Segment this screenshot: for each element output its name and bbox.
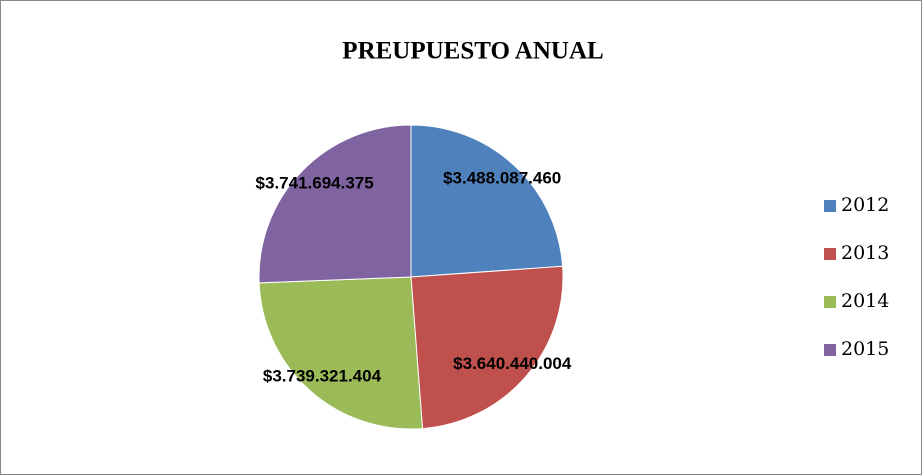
- pie-slice: [410, 124, 564, 278]
- data-label: $3.741.694.375: [256, 174, 374, 193]
- chart-title: PREUPUESTO ANUAL: [342, 38, 603, 65]
- legend-swatch: [824, 248, 836, 260]
- data-label: $3.488.087.460: [443, 169, 561, 188]
- pie-slice: [410, 265, 564, 430]
- legend-label: 2014: [841, 290, 889, 312]
- data-label: $3.640.440.004: [453, 354, 572, 373]
- legend-swatch: [824, 200, 836, 212]
- legend-swatch: [824, 296, 836, 308]
- legend-swatch: [824, 344, 836, 356]
- data-label: $3.739.321.404: [263, 366, 382, 385]
- legend-label: 2015: [841, 338, 889, 360]
- pie-slice: [258, 276, 424, 430]
- legend-label: 2012: [841, 194, 889, 216]
- pie-slice: [258, 124, 412, 284]
- legend-label: 2013: [841, 242, 889, 264]
